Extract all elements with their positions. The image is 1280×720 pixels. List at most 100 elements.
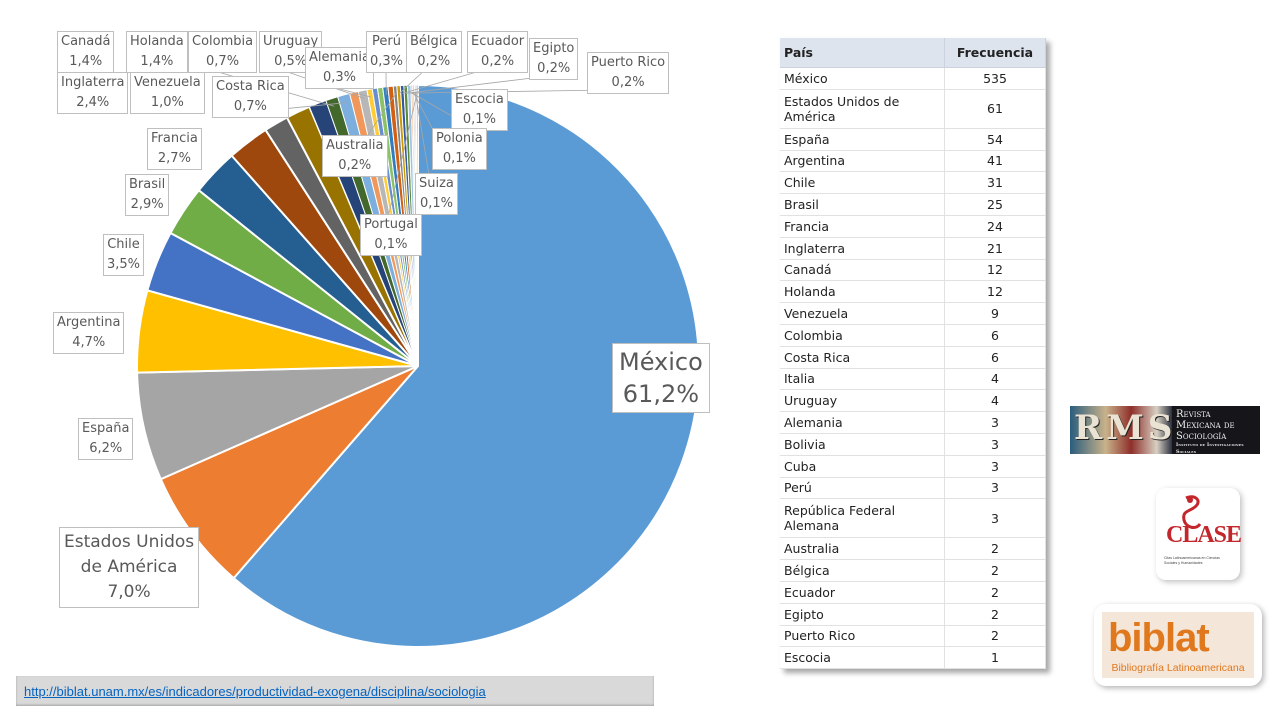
- cell-frequency: 2: [944, 603, 1046, 626]
- cell-country: Venezuela: [780, 302, 945, 325]
- table-row: Bolivia 3: [780, 433, 1046, 456]
- cell-country: Holanda: [780, 280, 945, 304]
- cell-frequency: 3: [944, 411, 1046, 434]
- cell-frequency: 1: [944, 646, 1046, 670]
- table-row: Holanda 12: [780, 280, 1046, 304]
- leader-line-egipto: [405, 75, 550, 94]
- cell-country: Puerto Rico: [780, 625, 945, 648]
- cell-country: Australia: [780, 537, 945, 561]
- header-country: País: [780, 38, 945, 68]
- table-row: Francia 24: [780, 215, 1046, 238]
- data-label-egipto: Egipto 0,2%: [529, 38, 579, 80]
- data-label-puerto-rico: Puerto Rico 0,2%: [587, 52, 670, 94]
- cell-frequency: 2: [944, 559, 1046, 582]
- table-header-row: País Frecuencia: [780, 38, 1046, 68]
- cell-country: Perú: [780, 477, 945, 500]
- cell-country: Estados Unidos de América: [780, 89, 945, 129]
- table-row: Italia 4: [780, 368, 1046, 391]
- cell-frequency: 535: [944, 67, 1046, 90]
- table-row: Chile 31: [780, 171, 1046, 195]
- cell-country: Cuba: [780, 455, 945, 478]
- data-label-argentina: Argentina 4,7%: [53, 312, 125, 354]
- table-row: Bélgica 2: [780, 559, 1046, 582]
- data-label-portugal: Portugal 0,1%: [360, 214, 422, 256]
- rms-logo-text: Revista Mexicana de Sociología Instituto…: [1176, 409, 1244, 454]
- table-row: España 54: [780, 128, 1046, 151]
- cell-frequency: 2: [944, 581, 1046, 604]
- source-url-bar: http://biblat.unam.mx/es/indicadores/pro…: [16, 676, 654, 706]
- cell-frequency: 3: [944, 477, 1046, 500]
- cell-frequency: 6: [944, 346, 1046, 369]
- table-row: Inglaterra 21: [780, 237, 1046, 260]
- cell-frequency: 31: [944, 171, 1046, 195]
- cell-frequency: 24: [944, 215, 1046, 238]
- table-row: Australia 2: [780, 537, 1046, 561]
- cell-country: Italia: [780, 368, 945, 391]
- table-row: Escocia 1: [780, 646, 1046, 670]
- data-label-brasil: Brasil 2,9%: [125, 174, 170, 216]
- cell-country: Chile: [780, 171, 945, 195]
- cell-frequency: 61: [944, 89, 1046, 129]
- cell-frequency: 21: [944, 237, 1046, 260]
- data-label-colombia: Colombia 0,7%: [188, 31, 258, 73]
- cell-country: Uruguay: [780, 389, 945, 413]
- data-label-canada: Canadá 1,4%: [57, 31, 115, 73]
- cell-country: Bélgica: [780, 559, 945, 582]
- clase-figure-icon: [1182, 495, 1202, 529]
- data-label-suiza: Suiza 0,1%: [415, 173, 458, 215]
- cell-frequency: 54: [944, 128, 1046, 151]
- table-row: Brasil 25: [780, 193, 1046, 216]
- rms-logo: RMS Revista Mexicana de Sociología Insti…: [1070, 406, 1260, 454]
- data-label-polonia: Polonia 0,1%: [432, 128, 487, 170]
- cell-country: Colombia: [780, 324, 945, 347]
- cell-country: Bolivia: [780, 433, 945, 456]
- rms-logo-mark: RMS: [1070, 406, 1172, 454]
- cell-country: Egipto: [780, 603, 945, 626]
- cell-country: Inglaterra: [780, 237, 945, 260]
- cell-frequency: 41: [944, 150, 1046, 173]
- data-label-costa-rica: Costa Rica 0,7%: [212, 76, 289, 118]
- table-row: República Federal Alemana 3: [780, 498, 1046, 539]
- data-label-venezuela: Venezuela 1,0%: [130, 72, 205, 114]
- table-row: Venezuela 9: [780, 302, 1046, 325]
- cell-frequency: 3: [944, 433, 1046, 456]
- data-label-alemania: Alemania 0,3%: [305, 47, 374, 89]
- cell-country: México: [780, 67, 945, 90]
- data-label-espana: España 6,2%: [78, 418, 134, 460]
- table-row: Uruguay 4: [780, 389, 1046, 413]
- table-row: Canadá 12: [780, 259, 1046, 282]
- data-label-chile: Chile 3,5%: [103, 234, 145, 276]
- data-label-escocia: Escocia 0,1%: [451, 89, 508, 131]
- frequency-table: País Frecuencia México 535 Estados Unidos …: [780, 38, 1046, 670]
- cell-frequency: 2: [944, 625, 1046, 648]
- cell-frequency: 3: [944, 455, 1046, 478]
- cell-frequency: 4: [944, 389, 1046, 413]
- data-label-belgica: Bélgica 0,2%: [406, 31, 462, 73]
- cell-frequency: 3: [944, 498, 1046, 539]
- cell-frequency: 12: [944, 280, 1046, 304]
- cell-country: España: [780, 128, 945, 151]
- table-row: Egipto 2: [780, 603, 1046, 626]
- cell-frequency: 4: [944, 368, 1046, 391]
- cell-country: Brasil: [780, 193, 945, 216]
- table-row: Colombia 6: [780, 324, 1046, 347]
- cell-frequency: 12: [944, 259, 1046, 282]
- cell-frequency: 25: [944, 193, 1046, 216]
- clase-logo: CLASE Citas Latinoamericanas en Ciencias…: [1156, 488, 1242, 580]
- header-frequency: Frecuencia: [944, 38, 1046, 68]
- source-url-link[interactable]: http://biblat.unam.mx/es/indicadores/pro…: [24, 684, 486, 699]
- cell-country: Francia: [780, 215, 945, 238]
- table-row: Alemania 3: [780, 411, 1046, 434]
- table-row: México 535: [780, 67, 1046, 90]
- leader-line-ecuador: [402, 68, 488, 94]
- table-row: Ecuador 2: [780, 581, 1046, 604]
- data-label-inglaterra: Inglaterra 2,4%: [57, 72, 129, 114]
- cell-country: Canadá: [780, 259, 945, 282]
- table-row: Estados Unidos de América 61: [780, 89, 1046, 129]
- cell-frequency: 2: [944, 537, 1046, 561]
- data-label-mexico: México 61,2%: [612, 343, 710, 413]
- data-label-ecuador: Ecuador 0,2%: [467, 31, 529, 73]
- leader-line-belgica: [398, 68, 427, 94]
- data-label-estados-unidos-de-america: Estados Unidos de América 7,0%: [59, 527, 200, 608]
- frequency-table-container: País Frecuencia México 535 Estados Unidos …: [780, 38, 1046, 670]
